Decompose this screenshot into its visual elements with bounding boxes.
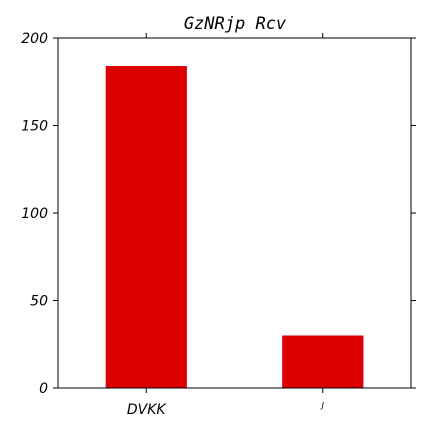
y-tick-label: 150 xyxy=(21,119,48,135)
x-tick-label: DVKK xyxy=(127,402,168,418)
y-tick-label: 100 xyxy=(21,206,48,222)
x-axis-ticks: DVKK J xyxy=(127,33,325,418)
bars-layer xyxy=(105,66,364,388)
plot-frame xyxy=(57,37,412,389)
bar-0 xyxy=(105,66,187,388)
y-tick-label: 50 xyxy=(30,294,48,310)
y-tick-label: 200 xyxy=(21,31,48,47)
y-axis-ticks: 0 50 100 150 200 xyxy=(21,31,416,397)
x-tick-label: J xyxy=(320,401,325,410)
chart-title: GzNRjp Rcv xyxy=(184,14,287,34)
bar-1 xyxy=(282,335,364,388)
y-tick-label: 0 xyxy=(39,381,48,397)
